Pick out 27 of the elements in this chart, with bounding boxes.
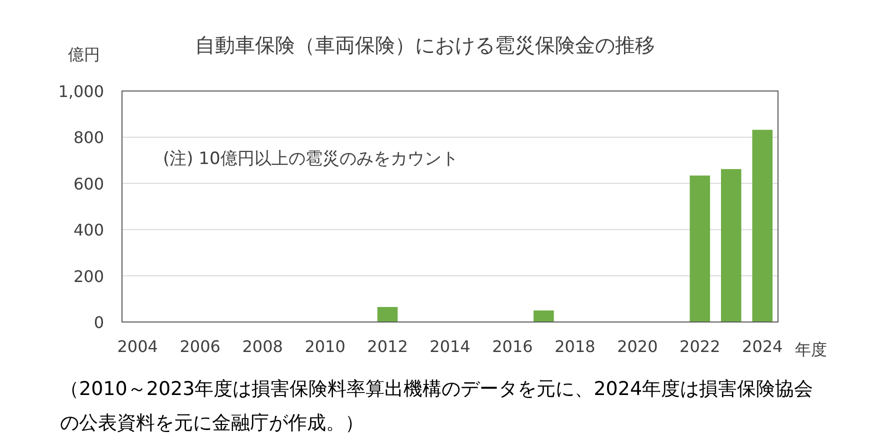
- x-tick-label: 2024: [742, 337, 783, 356]
- y-tick-label: 0: [94, 313, 104, 332]
- x-tick-label: 2004: [117, 337, 158, 356]
- x-tick-label: 2022: [680, 337, 720, 356]
- x-tick-label: 2014: [430, 337, 470, 356]
- bar: [690, 176, 710, 322]
- x-axis-title: 年度: [795, 340, 827, 359]
- x-tick-label: 2012: [367, 337, 408, 356]
- chart-title: 自動車保険（車両保険）における雹災保険金の推移: [195, 33, 655, 57]
- y-tick-label: 1,000: [58, 82, 104, 101]
- x-tick-label: 2018: [554, 337, 596, 356]
- y-axis-title: 億円: [68, 45, 100, 64]
- text: （2010～2023年度は損害保険料率算出機構のデータを元に、2024年度は損害保険協会の公表資料を元に金融庁が作成。）: [60, 377, 814, 436]
- bar: [377, 306, 398, 322]
- x-tick-label: 2020: [617, 337, 658, 356]
- x-tick-label: 2010: [304, 337, 346, 356]
- x-tick-label: 2016: [492, 337, 533, 356]
- bar: [534, 310, 554, 322]
- y-tick-label: 800: [73, 128, 104, 148]
- bar: [720, 169, 742, 322]
- y-tick-label: 600: [73, 174, 104, 194]
- x-tick-label: 2006: [180, 337, 220, 356]
- y-tick-label: 200: [73, 266, 104, 286]
- x-tick-label: 2008: [242, 337, 283, 356]
- bar: [752, 130, 773, 322]
- y-tick-label: 400: [73, 220, 104, 240]
- annotation: (注) 10億円以上の雹災のみをカウント: [163, 149, 458, 169]
